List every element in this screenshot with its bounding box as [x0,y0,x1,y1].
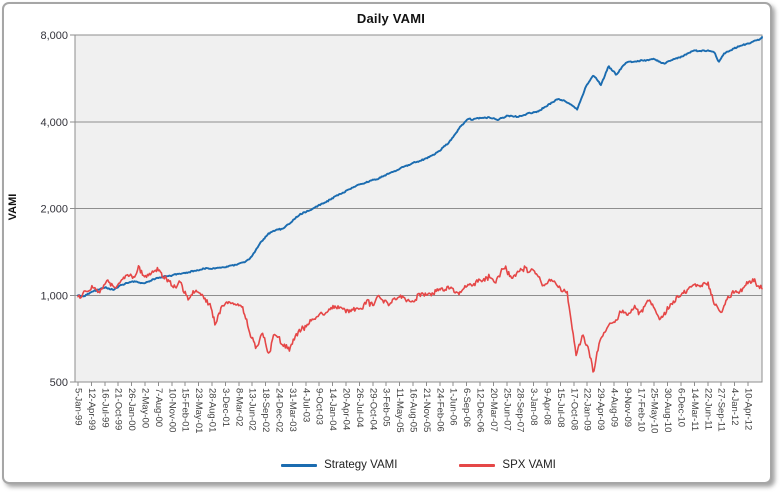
x-tick-label: 17-Oct-08 [568,388,579,430]
x-tick-label: 27-Sep-11 [716,388,727,432]
x-tick-label: 24-Feb-06 [434,388,445,432]
x-tick-label: 4-Jul-03 [300,388,311,422]
x-tick-label: 4-Jan-12 [729,388,740,426]
x-tick-label: 12-Dec-06 [475,388,486,432]
x-tick-label: 15-Feb-01 [180,388,191,432]
x-tick-label: 20-Mar-07 [488,388,499,432]
x-tick-label: 17-Feb-10 [635,388,646,432]
x-tick-label: 11-May-05 [394,388,405,433]
x-tick-label: 9-Oct-03 [314,388,325,425]
x-tick-label: 9-Apr-08 [542,388,553,425]
x-tick-label: 26-Jan-00 [126,388,137,431]
x-tick-label: 28-Sep-07 [515,388,526,432]
x-tick-label: 24-Dec-02 [274,388,285,432]
series-line-spx-vami [77,265,763,373]
x-tick-label: 8-Mar-02 [233,388,244,427]
x-tick-label: 4-Aug-09 [609,388,620,427]
chart-title: Daily VAMI [356,11,426,26]
x-tick-label: 3-Jan-08 [528,388,539,426]
x-tick-label: 14-Jan-04 [327,388,338,431]
x-tick-label: 6-Sep-06 [461,388,472,427]
chart-legend: Strategy VAMI SPX VAMI [75,459,762,471]
x-tick-label: 20-Apr-04 [341,388,352,430]
x-tick-label: 22-Jun-11 [702,388,713,430]
x-tick-label: 7-Aug-00 [153,388,164,427]
x-tick-label: 10-Apr-12 [743,388,754,430]
x-tick-label: 25-Jun-07 [501,388,512,431]
x-tick-label: 16-Aug-05 [408,388,419,432]
x-tick-label: 29-Oct-04 [367,388,378,430]
x-tick-label: 25-May-10 [649,388,660,433]
legend-item-strategy: Strategy VAMI [281,459,397,471]
series-line-strategy-vami [77,36,763,298]
x-tick-label: 3-Dec-01 [220,388,231,427]
y-tick-label: 500 [50,377,68,389]
x-tick-label: 31-Mar-03 [287,388,298,432]
x-tick-label: 18-Sep-02 [260,388,271,432]
spx-line-swatch [459,463,496,467]
x-tick-label: 9-Nov-09 [622,388,633,427]
x-tick-label: 29-Apr-09 [595,388,606,430]
x-tick-label: 21-Nov-05 [421,388,432,432]
x-tick-label: 1-Jun-06 [448,388,459,426]
legend-label-strategy: Strategy VAMI [324,459,398,471]
x-tick-label: 3-Feb-05 [381,388,392,427]
x-tick-label: 21-Oct-99 [113,388,124,430]
y-tick-label: 8,000 [40,30,68,42]
x-tick-label: 13-Jun-02 [247,388,258,431]
x-tick-label: 30-Aug-10 [662,388,673,432]
x-tick-label: 22-Jan-09 [582,388,593,431]
x-tick-label: 23-May-01 [193,388,204,433]
y-tick-label: 1,000 [40,290,68,302]
x-tick-label: 5-Jan-99 [73,388,84,426]
y-tick-label: 4,000 [40,117,68,129]
x-tick-label: 10-Nov-00 [166,388,177,432]
legend-label-spx: SPX VAMI [502,459,556,471]
y-tick-label: 2,000 [40,204,68,216]
x-tick-label: 15-Jul-08 [555,388,566,428]
x-tick-label: 2-May-00 [140,388,151,428]
x-tick-label: 6-Dec-10 [676,388,687,427]
x-tick-label: 26-Jul-04 [354,388,365,428]
x-tick-label: 12-Apr-99 [86,388,97,430]
x-tick-label: 14-Mar-11 [689,388,700,431]
legend-item-spx: SPX VAMI [459,459,556,471]
strategy-line-swatch [281,463,318,467]
x-tick-label: 28-Aug-01 [207,388,218,432]
x-tick-label: 16-Jul-99 [99,388,110,428]
